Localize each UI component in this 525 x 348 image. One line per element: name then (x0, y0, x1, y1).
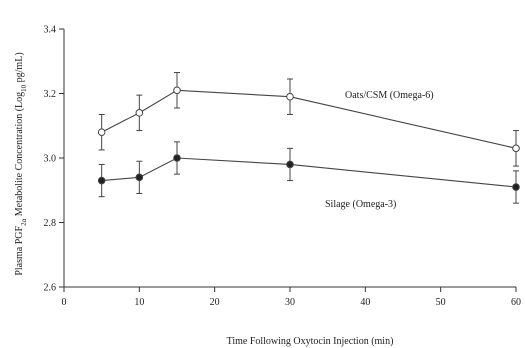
y-tick-label: 3.4 (44, 25, 57, 36)
axes (59, 28, 517, 292)
data-point-filled (97, 176, 106, 185)
series-label: Oats/CSM (Omega-6) (345, 90, 434, 101)
x-tick-label: 60 (511, 297, 521, 308)
data-point-open (173, 86, 181, 95)
x-tick-label: 0 (62, 297, 67, 308)
data-point-filled (286, 160, 294, 169)
y-tick-label: 2.8 (44, 218, 57, 229)
data-point-filled (135, 173, 144, 182)
data-point-open (286, 92, 294, 101)
y-tick-label: 3.0 (44, 154, 57, 165)
x-tick-label: 50 (436, 297, 446, 308)
x-tick-label: 30 (285, 297, 295, 308)
data-point-filled (173, 154, 181, 162)
data-point-open (97, 128, 106, 136)
data-point-open (135, 109, 144, 117)
x-axis-title: Time Following Oxytocin Injection (min) (227, 336, 394, 347)
series-line (101, 89, 517, 149)
series-2 (97, 141, 520, 204)
y-tick-label: 3.2 (44, 89, 57, 100)
y-axis-title: Plasma PGF2α Metabolite Concentration (L… (14, 52, 28, 275)
x-tick-label: 20 (210, 297, 220, 308)
labels-layer: 2.6 2.8 3.0 3.2 3.4 0 10 20 30 40 50 60 Time Followi… (14, 25, 521, 348)
data-point-filled (512, 183, 520, 191)
series-line (101, 157, 517, 188)
series-layer (97, 72, 520, 204)
data-point-open (512, 144, 520, 153)
x-tick-label: 40 (360, 297, 370, 308)
y-tick-label: 2.6 (44, 283, 57, 294)
x-tick-label: 10 (134, 297, 144, 308)
series-1 (97, 72, 520, 167)
series-label: Silage (Omega-3) (325, 199, 396, 210)
